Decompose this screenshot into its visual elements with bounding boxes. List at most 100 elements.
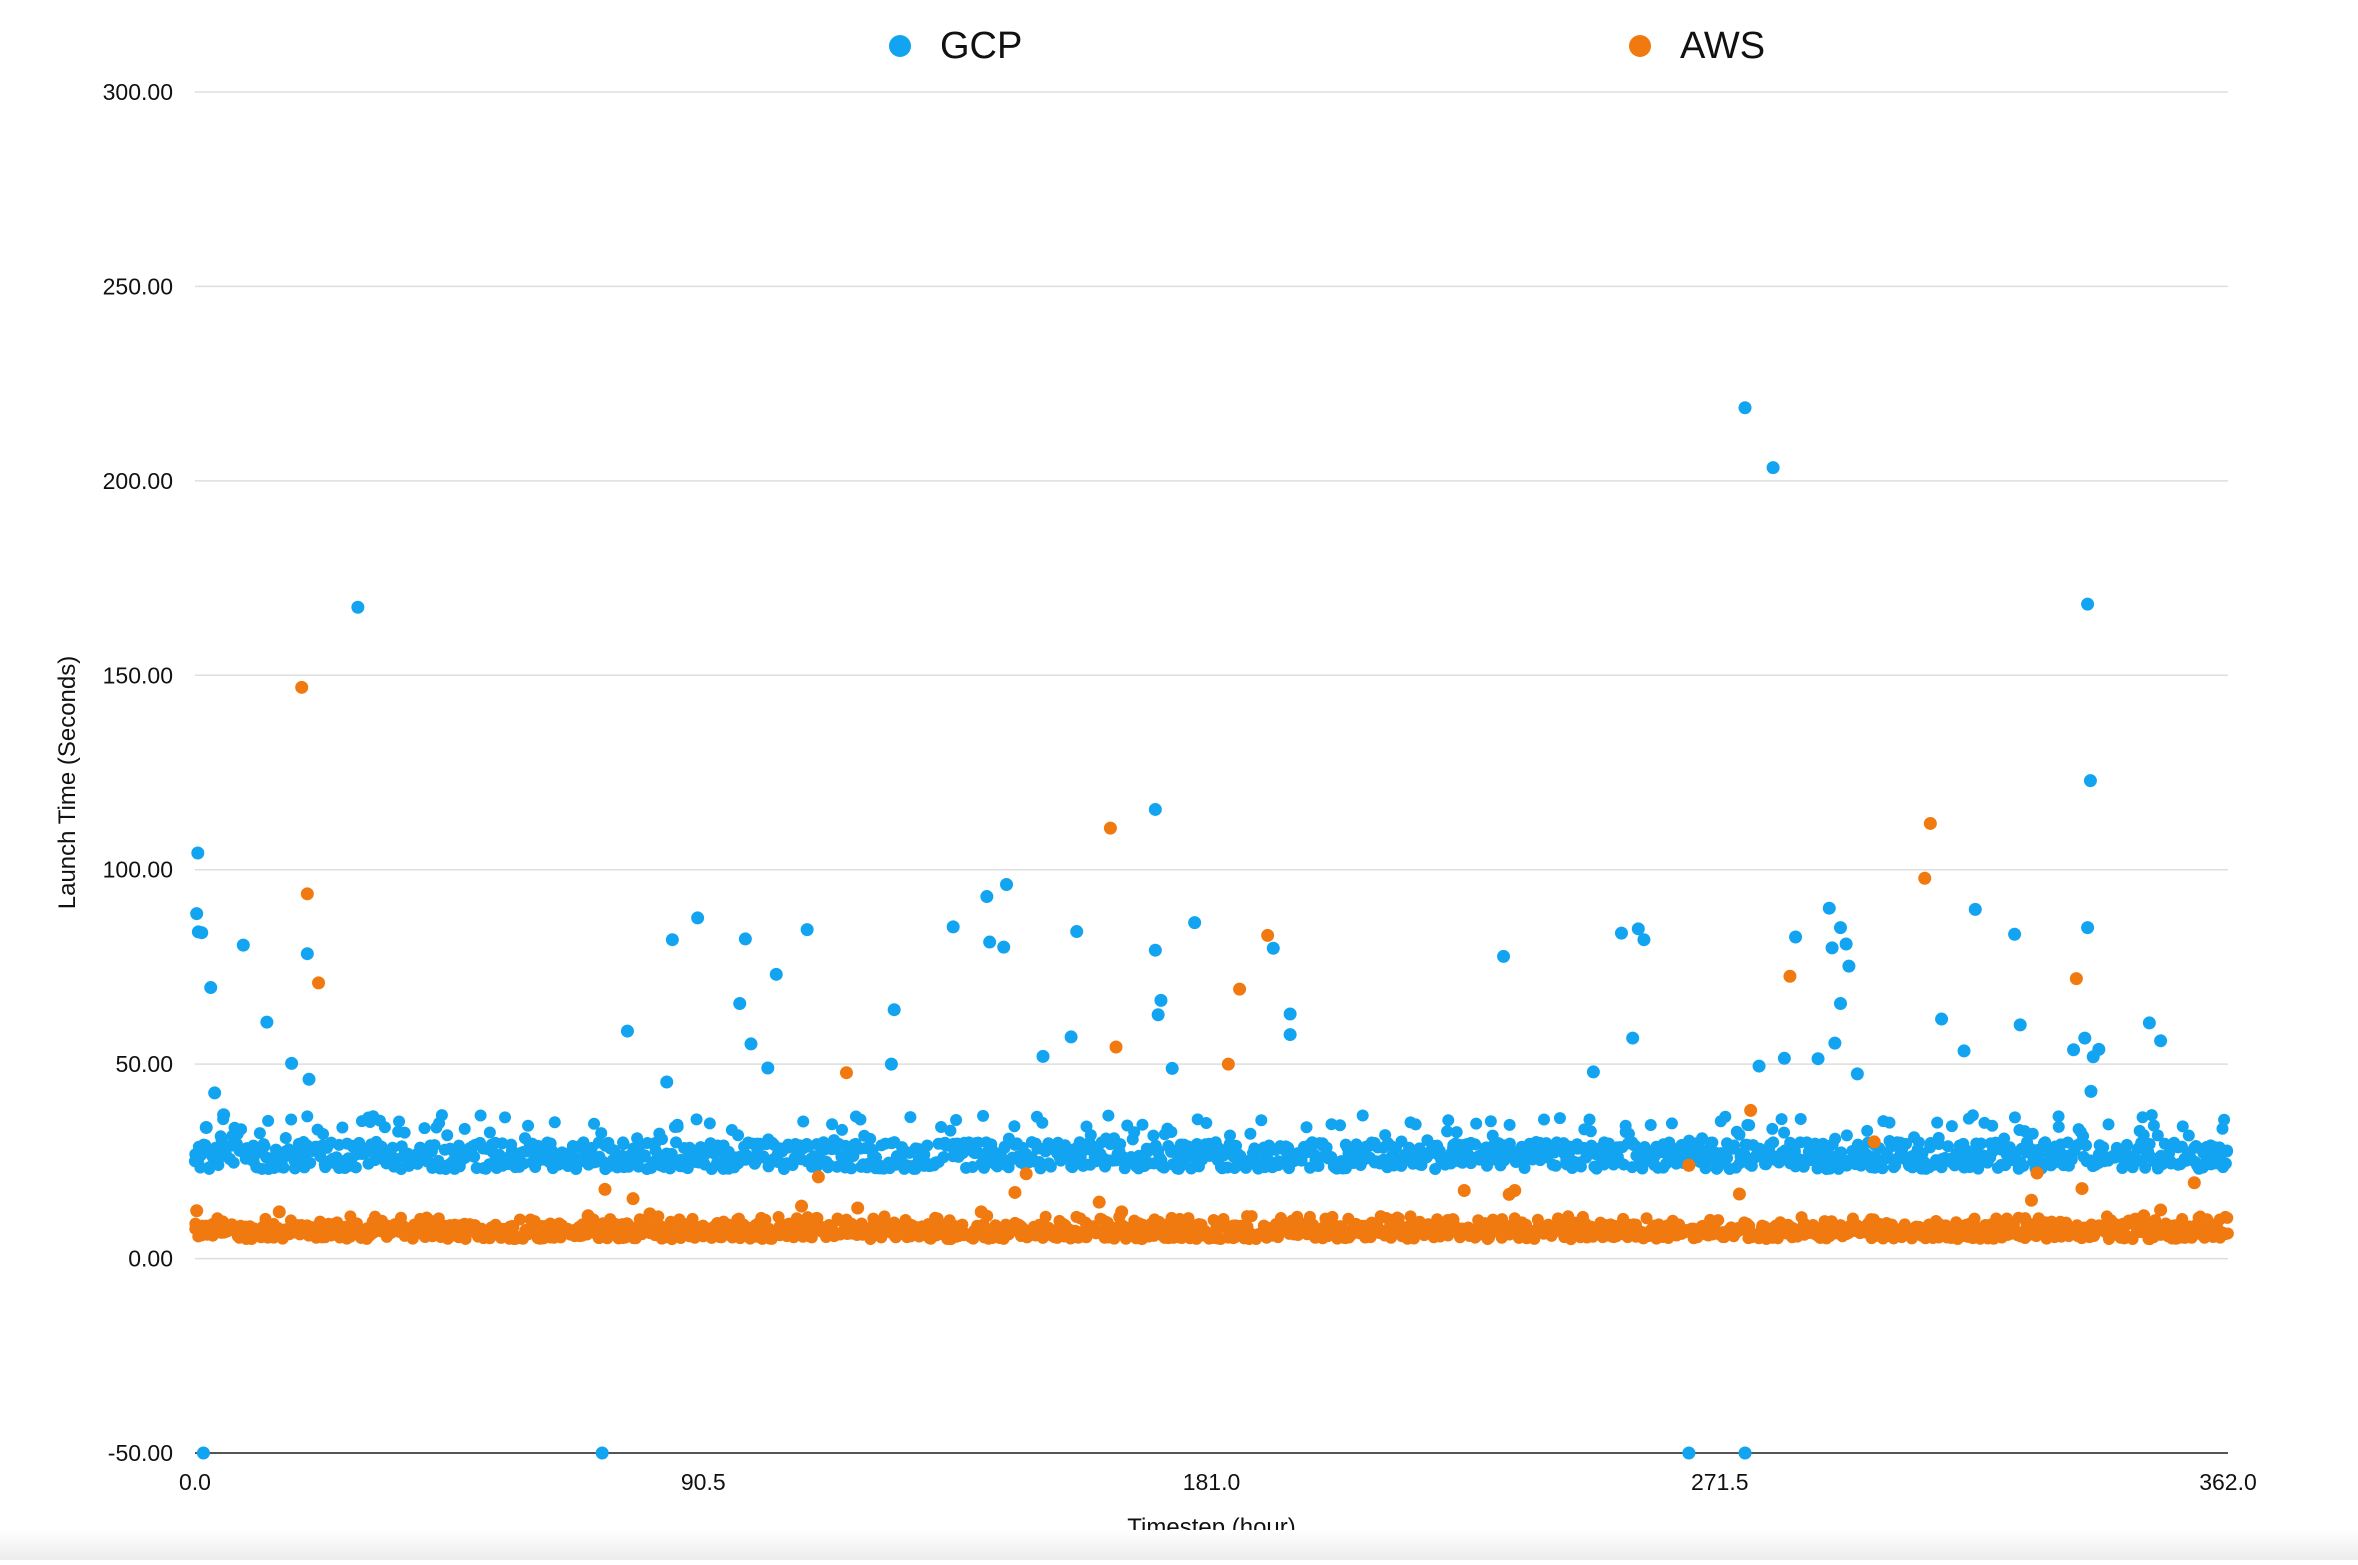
- gcp-point: [1811, 1162, 1824, 1175]
- aws-outlier-point: [1233, 982, 1247, 996]
- gcp-point: [977, 1109, 990, 1122]
- gcp-point: [1900, 1137, 1913, 1150]
- gcp-point: [1766, 1122, 1779, 1135]
- x-tick-label: 181.0: [1183, 1469, 1241, 1495]
- aws-outlier-point: [1261, 928, 1275, 942]
- gcp-point: [1931, 1116, 1944, 1129]
- gcp-outlier-point: [300, 947, 314, 961]
- gcp-point: [1469, 1138, 1482, 1151]
- gcp-point: [1794, 1112, 1807, 1125]
- gcp-point: [2065, 1153, 2078, 1166]
- aws-outlier-point: [2075, 1182, 2089, 1196]
- gcp-point: [1350, 1138, 1363, 1151]
- gcp-point: [393, 1115, 406, 1128]
- gcp-outlier-point: [1154, 993, 1168, 1007]
- gcp-point: [1334, 1119, 1347, 1132]
- aws-outlier-point: [598, 1182, 612, 1196]
- gcp-point: [458, 1122, 471, 1135]
- gcp-outlier-point: [191, 846, 205, 860]
- gcp-outlier-point: [2083, 774, 2097, 788]
- gcp-point: [2151, 1129, 2164, 1142]
- aws-point: [1743, 1219, 1756, 1232]
- gcp-point: [1665, 1117, 1678, 1130]
- gcp-point: [1356, 1109, 1369, 1122]
- gcp-point: [2017, 1159, 2030, 1172]
- gcp-outlier-point: [733, 996, 747, 1010]
- gcp-point: [279, 1132, 292, 1145]
- gcp-point: [944, 1124, 957, 1137]
- gcp-point: [1966, 1109, 1979, 1122]
- aws-outlier-point: [795, 1199, 809, 1213]
- data-points: [188, 401, 2234, 1460]
- gcp-point: [1102, 1109, 1115, 1122]
- gcp-outlier-point: [1822, 901, 1836, 915]
- gcp-point: [1395, 1159, 1408, 1172]
- gcp-outlier-point: [217, 1108, 231, 1122]
- gcp-outlier-point: [1266, 941, 1280, 955]
- gcp-point: [301, 1110, 314, 1123]
- gcp-outlier-point: [1777, 1051, 1791, 1065]
- gcp-point: [1008, 1120, 1021, 1133]
- aws-outlier-point: [974, 1205, 988, 1219]
- y-tick-label: 200.00: [103, 468, 173, 494]
- gcp-point: [1470, 1117, 1483, 1130]
- aws-point: [601, 1232, 614, 1245]
- gcp-point: [548, 1116, 561, 1129]
- gcp-point: [2097, 1141, 2110, 1154]
- gcp-point: [285, 1113, 298, 1126]
- gcp-outlier-point: [997, 940, 1011, 954]
- y-tick-label: 300.00: [103, 79, 173, 105]
- gcp-point: [428, 1139, 441, 1152]
- gcp-outlier-point: [302, 1072, 316, 1086]
- gcp-point: [826, 1118, 839, 1131]
- gcp-point: [203, 1162, 216, 1175]
- gcp-point: [499, 1111, 512, 1124]
- aws-point: [2176, 1212, 2189, 1225]
- gcp-point: [756, 1151, 769, 1164]
- gcp-point: [435, 1109, 448, 1122]
- gcp-outlier-point: [946, 920, 960, 934]
- legend[interactable]: GCP AWS: [889, 25, 1765, 67]
- aws-outlier-point: [1019, 1167, 1033, 1181]
- gcp-point: [1147, 1129, 1160, 1142]
- x-tick-label: 362.0: [2199, 1469, 2257, 1495]
- gcp-outlier-point: [236, 938, 250, 952]
- gcp-point: [1114, 1138, 1127, 1151]
- gcp-point: [1165, 1125, 1178, 1138]
- gcp-outlier-point: [620, 1024, 634, 1038]
- gcp-outlier-point: [1839, 937, 1853, 951]
- gcp-outlier-point: [1070, 925, 1084, 939]
- gcp-point: [1033, 1156, 1046, 1169]
- gcp-point: [336, 1121, 349, 1134]
- aws-outlier-point: [1744, 1103, 1758, 1117]
- gcp-outlier-point: [769, 967, 783, 981]
- gcp-outlier-point: [595, 1446, 609, 1460]
- aws-point: [2221, 1211, 2234, 1224]
- gcp-point: [864, 1132, 877, 1145]
- axis-labels: 300.00 250.00 200.00 150.00 100.00 50.00 0.00 -…: [54, 79, 2257, 1541]
- gcp-outlier-point: [1188, 916, 1202, 930]
- aws-outlier-point: [295, 680, 309, 694]
- gcp-outlier-point: [884, 1057, 898, 1071]
- gcp-outlier-point: [1766, 461, 1780, 475]
- gcp-outlier-point: [660, 1075, 674, 1089]
- gcp-point: [1538, 1113, 1551, 1126]
- x-tick-label: 0.0: [179, 1469, 211, 1495]
- gcp-point: [1861, 1124, 1874, 1137]
- gcp-point: [1975, 1137, 1988, 1150]
- gcp-point: [349, 1161, 362, 1174]
- gcp-outlier-point: [196, 1446, 210, 1460]
- gcp-point: [1084, 1129, 1097, 1142]
- gcp-point: [212, 1159, 225, 1172]
- gcp-point: [1484, 1115, 1497, 1128]
- aws-outlier-point: [1109, 1040, 1123, 1054]
- gcp-point: [2080, 1139, 2093, 1152]
- gcp-point: [1441, 1125, 1454, 1138]
- gcp-outlier-point: [738, 932, 752, 946]
- gcp-outlier-point: [2081, 597, 2095, 611]
- gcp-outlier-point: [204, 981, 218, 995]
- x-tick-label: 90.5: [681, 1469, 726, 1495]
- aws-outlier-point: [312, 976, 326, 990]
- aws-outlier-point: [1103, 821, 1117, 835]
